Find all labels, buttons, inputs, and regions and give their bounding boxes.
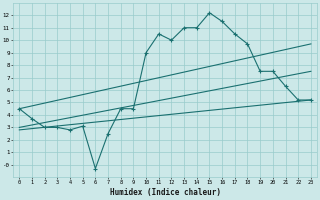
X-axis label: Humidex (Indice chaleur): Humidex (Indice chaleur) [109,188,220,197]
